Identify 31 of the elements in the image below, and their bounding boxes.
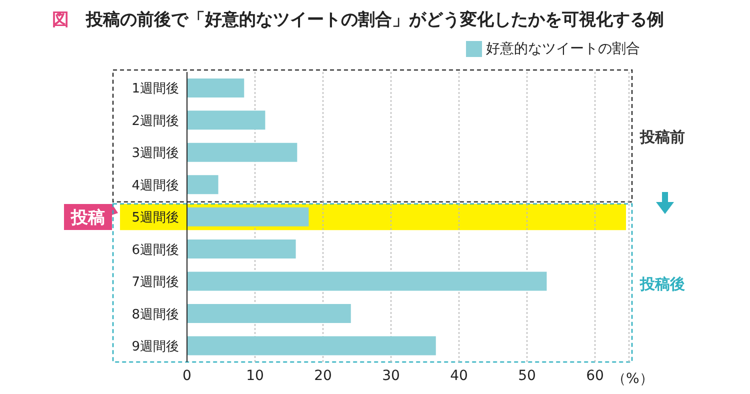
bar <box>187 207 309 226</box>
bar <box>187 78 244 98</box>
y-tick-label: 8週間後 <box>132 307 179 322</box>
bar <box>187 304 351 323</box>
x-tick-label: 0 <box>182 368 192 384</box>
x-tick-label: 20 <box>314 368 332 384</box>
y-tick-label: 3週間後 <box>132 146 179 162</box>
y-tick-label: 2週間後 <box>132 114 179 129</box>
x-tick-label: 40 <box>450 368 468 384</box>
y-tick-label: 5週間後 <box>132 210 179 226</box>
band-label: 投稿 <box>70 208 105 228</box>
y-tick-label: 7週間後 <box>132 275 179 290</box>
y-tick-label: 4週間後 <box>132 178 179 194</box>
x-axis-title: （%） <box>612 370 654 388</box>
bar <box>187 336 436 356</box>
legend-label: 好意的なツイートの割合 <box>486 40 640 58</box>
x-tick-label: 10 <box>246 368 264 384</box>
bar <box>187 110 266 130</box>
x-tick-label: 60 <box>586 368 604 384</box>
y-tick-label: 9週間後 <box>132 340 179 355</box>
text: 投稿前 <box>639 128 685 146</box>
y-tick-label: 1週間後 <box>132 82 179 97</box>
x-tick-label: 30 <box>382 368 400 384</box>
bar <box>187 142 298 162</box>
bar <box>187 272 547 291</box>
x-tick-label: 50 <box>518 368 536 384</box>
text: 投稿後 <box>639 274 685 293</box>
bar <box>187 175 218 194</box>
y-tick-label: 6週間後 <box>132 242 179 258</box>
bar <box>187 240 296 259</box>
chart-title: 図 投稿の前後で「好意的なツイートの割合」がどう変化したかを可視化する例 <box>52 10 664 30</box>
